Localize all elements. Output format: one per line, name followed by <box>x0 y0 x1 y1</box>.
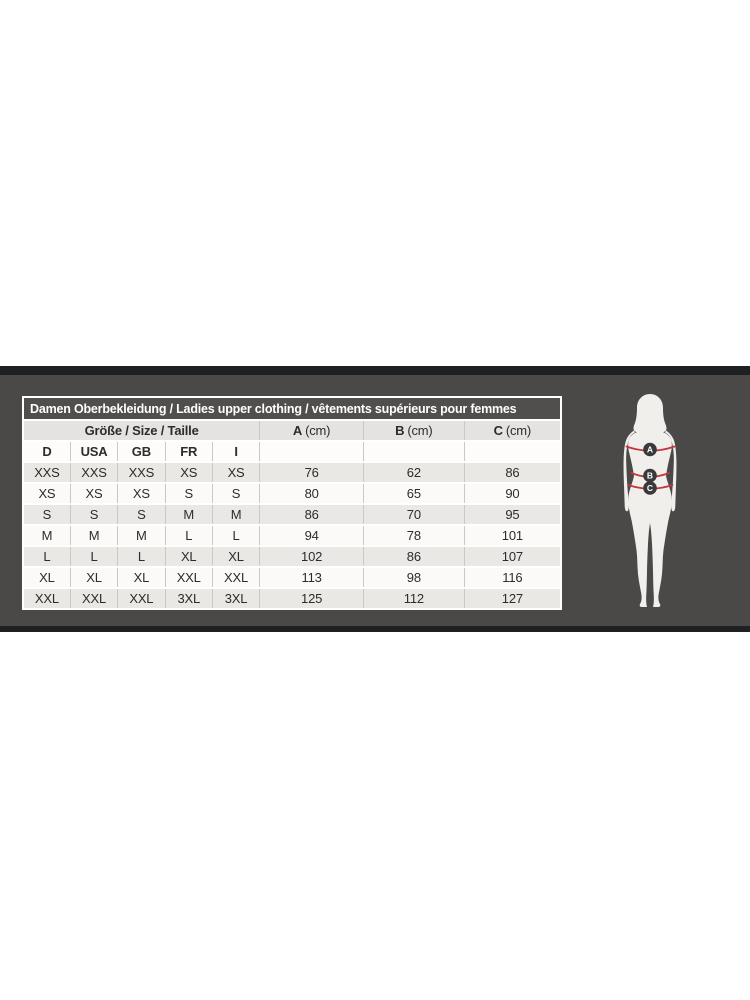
table-row: M M M L L 94 78 101 <box>22 525 562 546</box>
measure-unit-a: (cm) <box>305 423 331 438</box>
size-cell: M <box>117 525 166 546</box>
size-cell: XL <box>164 546 213 567</box>
measure-unit-c: (cm) <box>505 423 532 438</box>
table-row: XL XL XL XXL XXL 113 98 116 <box>22 567 562 588</box>
size-cell: XXL <box>211 567 261 588</box>
size-cell: XS <box>69 483 119 504</box>
size-cell: XXS <box>22 462 71 483</box>
size-cell: 3XL <box>211 588 261 609</box>
empty-cell <box>362 441 465 462</box>
empty-cell <box>259 441 364 462</box>
size-cell: S <box>164 483 213 504</box>
measurement-cell: 116 <box>463 567 562 588</box>
measurement-cell: 113 <box>259 567 364 588</box>
size-header-cell: Größe / Size / Taille <box>22 420 261 441</box>
body-measurement-figure: A B C <box>603 392 697 610</box>
measurement-cell: 98 <box>362 567 465 588</box>
size-cell: S <box>211 483 261 504</box>
size-cell: XXL <box>69 588 119 609</box>
measure-letter-c: C <box>493 423 503 438</box>
measure-unit-b: (cm) <box>407 423 433 438</box>
size-cell: XL <box>22 567 71 588</box>
size-cell: L <box>164 525 213 546</box>
size-cell: XXS <box>117 462 166 483</box>
table-title-row: Damen Oberbekleidung / Ladies upper clot… <box>23 397 561 420</box>
size-cell: XXL <box>22 588 71 609</box>
marker-letter-c: C <box>647 483 653 493</box>
measurement-cell: 125 <box>259 588 364 609</box>
measure-letter-b: B <box>395 423 405 438</box>
measurement-cell: 112 <box>362 588 465 609</box>
size-cell: M <box>69 525 119 546</box>
silhouette-right-arm <box>665 430 677 512</box>
size-cell: XS <box>164 462 213 483</box>
measurement-cell: 102 <box>259 546 364 567</box>
country-header-d: D <box>22 441 71 462</box>
measurement-marker-c <box>643 481 657 495</box>
table-row: L L L XL XL 102 86 107 <box>22 546 562 567</box>
measurement-cell: 76 <box>259 462 364 483</box>
size-cell: S <box>69 504 119 525</box>
table-row: XXL XXL XXL 3XL 3XL 125 112 127 <box>22 588 562 609</box>
measurement-cell: 90 <box>463 483 562 504</box>
measure-header-b: B (cm) <box>362 420 465 441</box>
silhouette-left-arm <box>623 430 635 512</box>
measurement-cell: 86 <box>362 546 465 567</box>
size-cell: M <box>22 525 71 546</box>
table-title: Damen Oberbekleidung / Ladies upper clot… <box>23 397 561 420</box>
measurement-cell: 127 <box>463 588 562 609</box>
measurement-cell: 78 <box>362 525 465 546</box>
measurement-cell: 70 <box>362 504 465 525</box>
size-cell: XL <box>211 546 261 567</box>
measurement-marker-b <box>643 468 657 483</box>
empty-cell <box>463 441 562 462</box>
table-row: XXS XXS XXS XS XS 76 62 86 <box>22 462 562 483</box>
size-cell: L <box>69 546 119 567</box>
measurement-marker-a <box>643 442 657 457</box>
country-header-fr: FR <box>164 441 213 462</box>
size-cell: S <box>117 504 166 525</box>
measure-header-a: A (cm) <box>259 420 364 441</box>
size-cell: XXL <box>164 567 213 588</box>
size-cell: M <box>164 504 213 525</box>
measurement-cell: 101 <box>463 525 562 546</box>
measurement-cell: 86 <box>463 462 562 483</box>
measurement-cell: 94 <box>259 525 364 546</box>
country-header-usa: USA <box>69 441 119 462</box>
size-cell: XS <box>22 483 71 504</box>
table-row: XS XS XS S S 80 65 90 <box>22 483 562 504</box>
table-row: S S S M M 86 70 95 <box>22 504 562 525</box>
measurement-cell: 80 <box>259 483 364 504</box>
measurement-cell: 62 <box>362 462 465 483</box>
size-table: Damen Oberbekleidung / Ladies upper clot… <box>22 396 562 610</box>
size-cell: M <box>211 504 261 525</box>
silhouette-head <box>633 394 667 433</box>
marker-letter-b: B <box>647 471 653 481</box>
measurement-cell: 107 <box>463 546 562 567</box>
country-header-gb: GB <box>117 441 166 462</box>
size-cell: S <box>22 504 71 525</box>
silhouette-body <box>628 422 672 607</box>
table-subheader-row: Größe / Size / Taille A (cm) B (cm) C (cm) <box>22 420 562 441</box>
size-table-body: Damen Oberbekleidung / Ladies upper clot… <box>22 397 562 609</box>
measurement-cell: 65 <box>362 483 465 504</box>
country-header-row: D USA GB FR I <box>22 441 562 462</box>
size-table-container: Damen Oberbekleidung / Ladies upper clot… <box>22 396 562 610</box>
size-cell: 3XL <box>164 588 213 609</box>
size-cell: XL <box>69 567 119 588</box>
size-cell: L <box>22 546 71 567</box>
size-cell: L <box>117 546 166 567</box>
size-cell: XXS <box>69 462 119 483</box>
measure-letter-a: A <box>292 423 303 438</box>
measure-header-c: C (cm) <box>463 420 562 441</box>
size-cell: XL <box>117 567 166 588</box>
size-cell: XXL <box>117 588 166 609</box>
marker-letter-a: A <box>647 445 653 455</box>
size-cell: L <box>211 525 261 546</box>
size-cell: XS <box>117 483 166 504</box>
size-cell: XS <box>211 462 261 483</box>
country-header-i: I <box>211 441 261 462</box>
measurement-cell: 86 <box>259 504 364 525</box>
measurement-cell: 95 <box>463 504 562 525</box>
